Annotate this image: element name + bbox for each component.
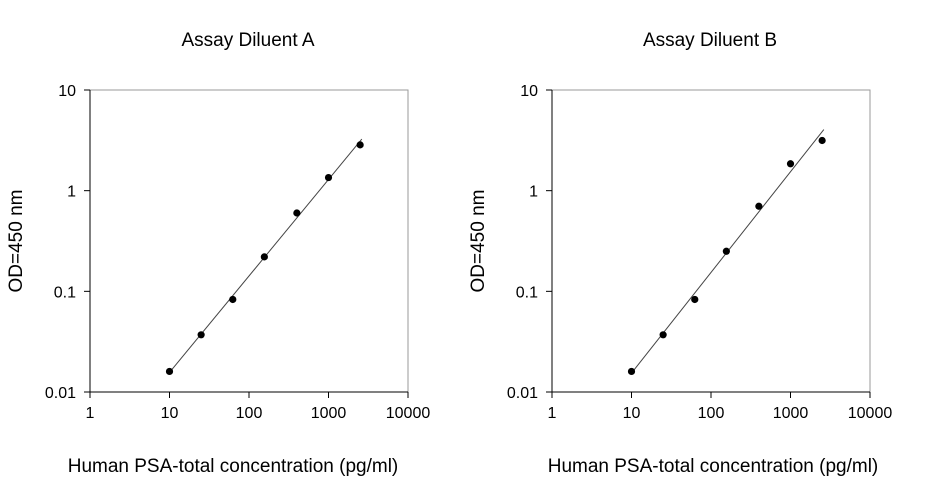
chart-a-data-point xyxy=(197,331,205,339)
chart-b-x-tick-label: 10 xyxy=(623,405,641,422)
chart-b-y-axis-label: OD=450 nm xyxy=(468,190,489,293)
chart-b-data-point xyxy=(659,331,667,339)
chart-b-data-point xyxy=(722,247,730,255)
chart-a-title: Assay Diluent A xyxy=(181,30,314,51)
chart-a-x-tick-label: 1 xyxy=(86,405,95,422)
chart-b-data-point xyxy=(627,367,636,376)
chart-a-data-point xyxy=(293,209,301,217)
chart-a-plot-frame xyxy=(89,89,409,393)
chart-a-y-tick-label: 10 xyxy=(58,83,76,100)
chart-b-x-axis-label: Human PSA-total concentration (pg/ml) xyxy=(548,456,879,477)
chart-b-x-tick-label: 10000 xyxy=(848,405,893,422)
chart-b-y-tick-label: 10 xyxy=(520,83,538,100)
chart-b-x-tick-label: 1000 xyxy=(773,405,809,422)
chart-a-y-tick-label: 0.01 xyxy=(45,385,76,402)
chart-a-y-tick-label: 1 xyxy=(67,184,76,201)
chart-b-title: Assay Diluent B xyxy=(643,30,777,51)
chart-b-data-point xyxy=(691,295,699,304)
chart-b-x-tick-label: 1 xyxy=(548,405,557,422)
chart-b-data-point xyxy=(786,160,795,168)
chart-b-x-tick-label: 100 xyxy=(698,405,725,422)
chart-b-data-point xyxy=(755,202,763,210)
chart-a-y-tick-label: 0.1 xyxy=(54,284,76,301)
chart-a-y-axis-label: OD=450 nm xyxy=(6,190,27,293)
chart-a-x-tick-label: 10 xyxy=(161,405,179,422)
chart-a-data-point xyxy=(229,295,237,304)
chart-a-data-point xyxy=(165,367,174,376)
chart-b-y-tick-label: 1 xyxy=(529,184,538,201)
chart-b-y-tick-label: 0.01 xyxy=(507,385,538,402)
chart-a-x-axis-label: Human PSA-total concentration (pg/ml) xyxy=(68,456,399,477)
chart-b-data-point xyxy=(818,136,826,145)
chart-a-x-tick-label: 100 xyxy=(236,405,263,422)
chart-a-data-point xyxy=(356,141,364,149)
chart-b-plot-frame xyxy=(551,89,871,393)
chart-a-x-tick-label: 10000 xyxy=(386,405,431,422)
chart-a-x-tick-label: 1000 xyxy=(311,405,347,422)
chart-a-data-point xyxy=(324,173,333,182)
chart-b-y-tick-label: 0.1 xyxy=(516,284,538,301)
chart-a-data-point xyxy=(260,253,268,261)
